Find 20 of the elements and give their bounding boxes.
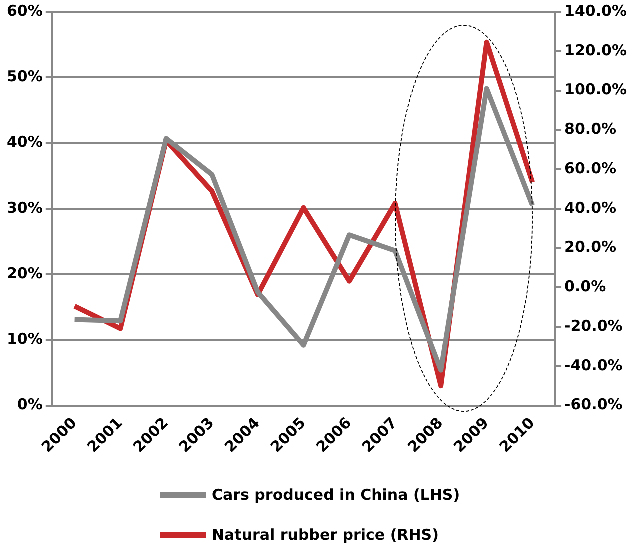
y-tick-label: 10%: [6, 330, 43, 348]
y2-tick-label: 140.0%: [564, 2, 628, 20]
legend-label: Cars produced in China (LHS): [212, 486, 460, 504]
y2-tick-label: 40.0%: [564, 198, 617, 217]
y2-tick-label: 80.0%: [564, 120, 617, 138]
y-tick-label: 0%: [17, 396, 43, 414]
y-tick-label: 50%: [6, 68, 43, 86]
y-tick-label: 40%: [6, 133, 43, 152]
legend-label: Natural rubber price (RHS): [212, 526, 439, 544]
y2-tick-label: 100.0%: [564, 80, 628, 99]
y2-tick-label: 60.0%: [564, 159, 617, 178]
y-tick-label: 60%: [6, 2, 43, 20]
y-tick-label: 20%: [6, 264, 43, 282]
y2-tick-label: 120.0%: [564, 41, 628, 60]
y2-tick-label: -20.0%: [564, 316, 623, 335]
y2-tick-label: 20.0%: [564, 238, 617, 256]
y2-tick-label: -60.0%: [564, 396, 623, 414]
y2-tick-label: 0.0%: [564, 278, 606, 296]
y-tick-label: 30%: [6, 198, 43, 217]
y2-tick-label: -40.0%: [564, 356, 623, 374]
